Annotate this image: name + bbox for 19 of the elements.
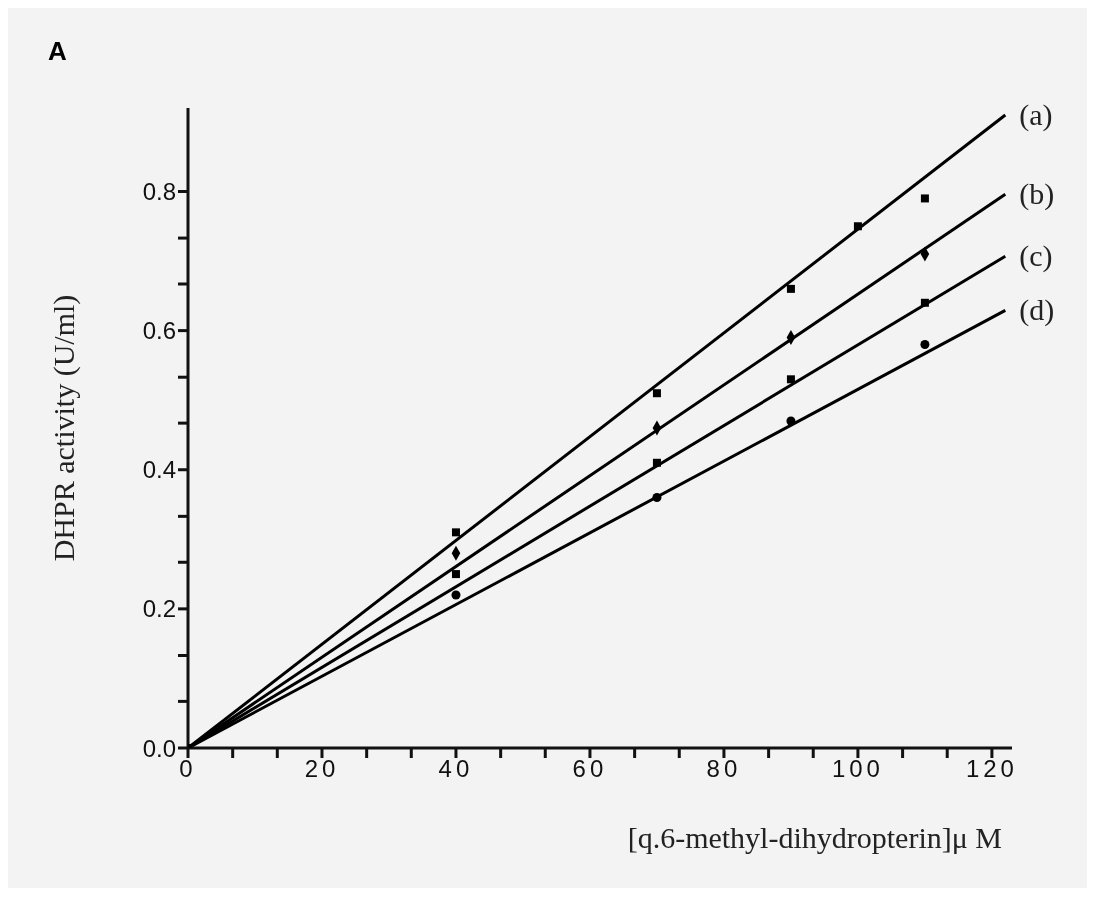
series-label: (b) [1019, 177, 1055, 212]
y-tick-label: 0.4 [142, 456, 176, 484]
x-axis-title: [q.6-methyl-dihydropterin]μ M [627, 821, 1002, 854]
x-tick-label: 80 [706, 755, 742, 783]
y-tick-label: 0.2 [142, 595, 176, 623]
x-tick-label: 100 [831, 755, 884, 783]
series-label: (a) [1019, 97, 1053, 132]
x-tick-label: 120 [965, 755, 1018, 783]
y-tick-label: 0.0 [142, 734, 176, 762]
y-axis-title: DHPR activity (U/ml) [46, 294, 81, 562]
y-tick-label: 0.6 [142, 317, 176, 345]
x-tick-label: 60 [572, 755, 608, 783]
series-label: (c) [1019, 239, 1053, 274]
series-label: (d) [1019, 293, 1055, 328]
x-tick-label: 0 [179, 755, 197, 783]
text: A [48, 36, 67, 67]
x-tick-label: 20 [304, 755, 340, 783]
y-tick-label: 0.8 [142, 178, 176, 205]
x-tick-label: 40 [438, 755, 474, 783]
